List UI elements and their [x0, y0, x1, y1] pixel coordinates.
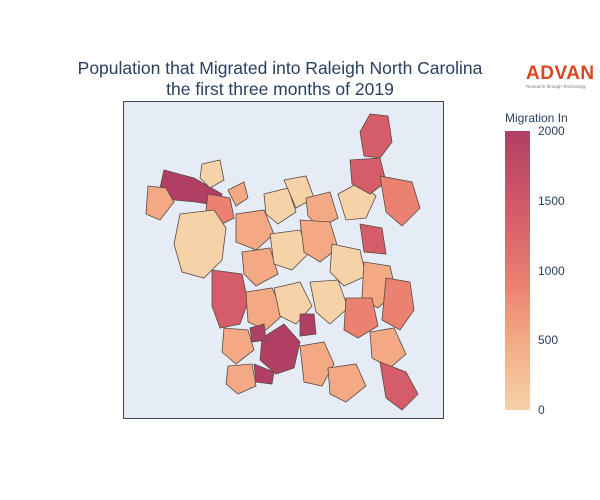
census-tract-region[interactable] [211, 269, 249, 329]
chart-title-line-2: the first three months of 2019 [166, 79, 394, 99]
census-tract-region[interactable] [145, 185, 175, 221]
logo-wordmark: ADVAN [526, 63, 595, 84]
census-tract-region[interactable] [173, 209, 227, 279]
census-tract-region[interactable] [327, 363, 367, 403]
colorbar-tick-1500: 1500 [538, 193, 565, 208]
census-tract-region[interactable] [299, 219, 339, 263]
census-tract-region[interactable] [259, 323, 301, 375]
census-tract-region[interactable] [249, 323, 267, 343]
choropleth-map[interactable] [123, 101, 444, 419]
census-tract-region[interactable] [221, 327, 255, 365]
census-tract-region[interactable] [349, 157, 387, 195]
census-tract-region[interactable] [379, 175, 421, 227]
logo-tagline: Research through Technology [526, 84, 586, 89]
census-tract-region[interactable] [359, 113, 393, 159]
census-tract-region[interactable] [227, 181, 249, 207]
colorbar-tick-0: 0 [538, 403, 545, 417]
census-tract-region[interactable] [299, 313, 317, 337]
census-tract-region[interactable] [309, 279, 349, 325]
census-tract-region[interactable] [381, 277, 415, 331]
colorbar-tick-1000: 1000 [538, 263, 565, 278]
colorbar-tick-2000: 2000 [538, 124, 565, 138]
census-tract-region[interactable] [235, 209, 275, 251]
census-tract-region[interactable] [343, 297, 379, 339]
census-tract-region[interactable] [269, 229, 311, 271]
colorbar-tick-500: 500 [538, 333, 559, 348]
chart-title: Population that Migrated into Raleigh No… [40, 58, 520, 100]
census-tract-region[interactable] [263, 187, 297, 225]
colorbar-gradient [505, 131, 530, 410]
census-tract-region[interactable] [299, 341, 335, 387]
census-tract-region[interactable] [379, 361, 419, 411]
colorbar-title: Migration In [505, 111, 568, 125]
census-tract-region[interactable] [225, 363, 257, 395]
census-tract-region[interactable] [329, 243, 367, 287]
census-tract-region[interactable] [199, 159, 225, 189]
census-tract-region[interactable] [253, 363, 275, 385]
census-tract-region[interactable] [241, 247, 279, 287]
advan-logo: ADVAN Research through Technology [526, 64, 596, 90]
census-tract-region[interactable] [369, 327, 407, 369]
chart-title-line-1: Population that Migrated into Raleigh No… [77, 58, 483, 78]
census-tract-region[interactable] [359, 223, 387, 255]
census-tract-region[interactable] [245, 287, 285, 331]
map-svg [145, 113, 421, 411]
